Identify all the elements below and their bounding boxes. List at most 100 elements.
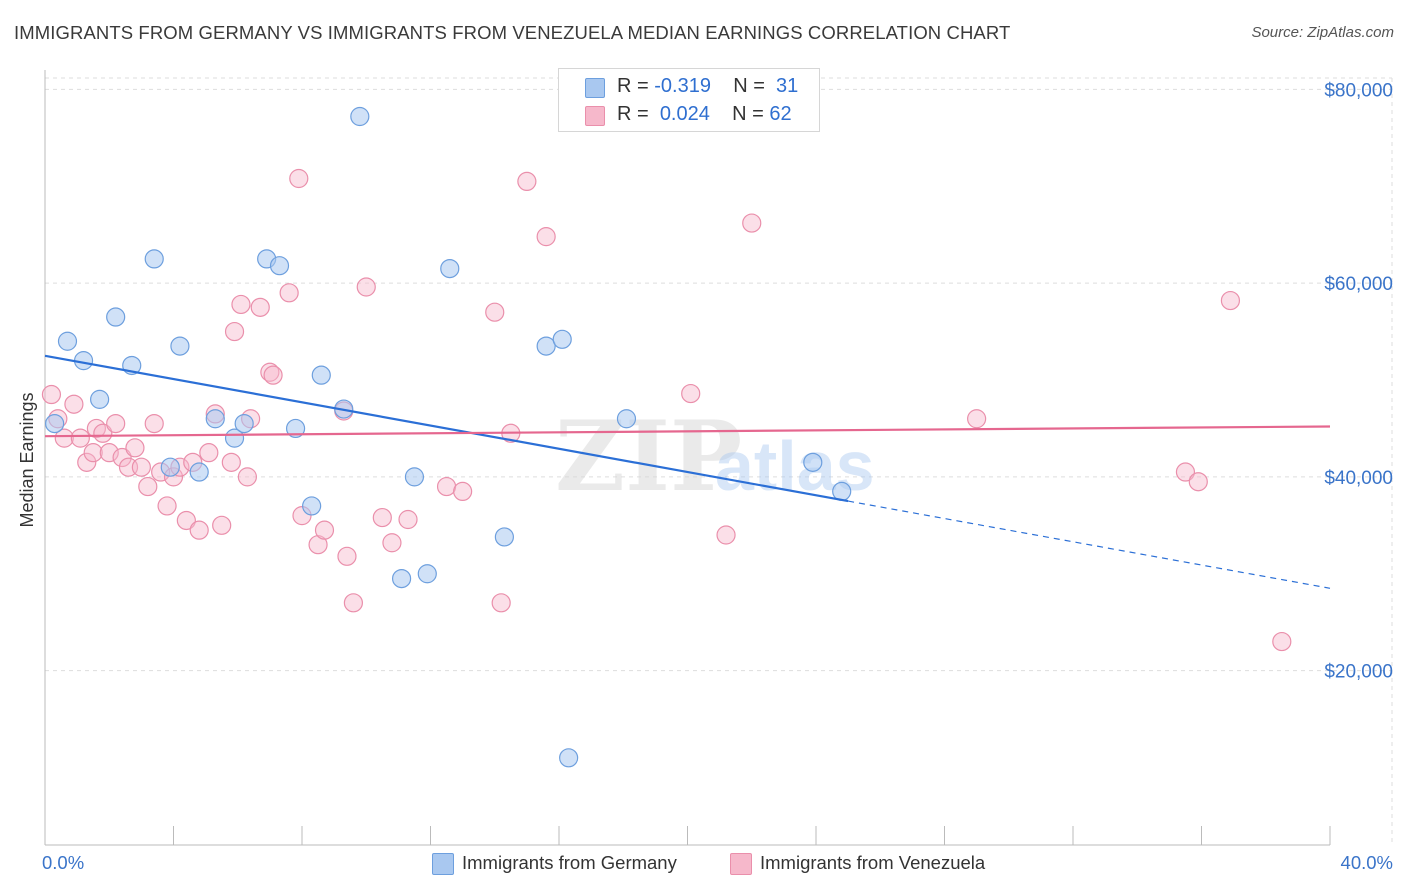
bottom-venezuela-swatch xyxy=(730,853,752,875)
germany-trend-line xyxy=(44,354,849,503)
venezuela-point xyxy=(517,171,537,192)
venezuela-point xyxy=(237,467,257,487)
venezuela-n-label: N = xyxy=(732,103,764,125)
x-tick-label: 0.0% xyxy=(42,852,84,873)
germany-point xyxy=(57,331,78,351)
germany-point xyxy=(144,249,164,269)
germany-point xyxy=(269,256,290,276)
venezuela-trend-line xyxy=(44,425,1331,438)
bottom-germany-swatch xyxy=(432,853,454,875)
germany-point xyxy=(440,258,460,279)
venezuela-point xyxy=(436,476,457,497)
germany-n-value: 31 xyxy=(776,75,799,97)
venezuela-point xyxy=(189,520,209,540)
venezuela-point xyxy=(106,413,126,434)
venezuela-point xyxy=(536,227,556,247)
germany-point xyxy=(106,307,126,327)
venezuela-point xyxy=(382,533,402,553)
venezuela-point xyxy=(70,428,90,448)
germany-point xyxy=(205,409,225,429)
venezuela-point xyxy=(41,384,62,405)
correlation-legend: R = -0.319 N = 31 R = 0.024 N = 62 xyxy=(558,68,820,132)
germany-point xyxy=(311,365,331,385)
germany-point xyxy=(391,568,412,589)
source-credit: Source: ZipAtlas.com xyxy=(1251,24,1394,41)
venezuela-point xyxy=(199,443,219,463)
germany-point xyxy=(552,329,572,349)
germany-point xyxy=(160,457,180,477)
chart-title: IMMIGRANTS FROM GERMANY VS IMMIGRANTS FR… xyxy=(14,22,1011,43)
germany-n-label: N = xyxy=(733,75,765,97)
venezuela-point xyxy=(967,409,987,429)
germany-trend-extension xyxy=(848,500,1331,589)
venezuela-point xyxy=(1175,462,1196,482)
germany-point xyxy=(417,564,437,584)
germany-point xyxy=(302,496,322,516)
venezuela-point xyxy=(485,302,505,322)
venezuela-point xyxy=(1220,290,1241,311)
germany-point xyxy=(189,462,209,482)
venezuela-point xyxy=(77,452,97,472)
y-tick-label: $80,000 xyxy=(1324,80,1393,101)
venezuela-point xyxy=(372,507,392,528)
venezuela-r-label: R = xyxy=(617,103,649,125)
venezuela-point xyxy=(260,362,280,382)
venezuela-point xyxy=(212,515,232,535)
venezuela-point xyxy=(279,283,299,303)
venezuela-point xyxy=(176,510,196,531)
venezuela-point xyxy=(93,423,113,443)
venezuela-point xyxy=(1272,631,1292,652)
y-tick-label: $20,000 xyxy=(1324,662,1393,683)
venezuela-n-value: 62 xyxy=(769,103,792,125)
venezuela-point xyxy=(64,394,84,414)
venezuela-point xyxy=(224,321,245,342)
venezuela-point xyxy=(491,593,511,613)
venezuela-point xyxy=(131,457,151,477)
venezuela-point xyxy=(138,476,158,497)
venezuela-point xyxy=(112,447,132,468)
venezuela-point xyxy=(83,443,103,463)
germany-point xyxy=(616,409,637,429)
y-axis-title: Median Earnings xyxy=(17,392,37,527)
venezuela-point xyxy=(125,438,145,458)
venezuela-point xyxy=(453,481,473,502)
venezuela-point xyxy=(54,428,74,448)
germany-point xyxy=(90,389,110,409)
venezuela-swatch xyxy=(585,106,605,126)
venezuela-point xyxy=(1188,472,1208,492)
venezuela-point xyxy=(289,168,309,189)
y-tick-label: $40,000 xyxy=(1324,468,1393,489)
germany-point xyxy=(234,413,254,434)
germany-point xyxy=(559,748,579,768)
germany-r-label: R = xyxy=(617,75,649,97)
venezuela-point xyxy=(681,383,701,404)
venezuela-point xyxy=(398,509,418,530)
venezuela-point xyxy=(742,213,762,233)
germany-r-value: -0.319 xyxy=(654,75,711,97)
venezuela-point xyxy=(356,277,376,297)
venezuela-point xyxy=(99,443,119,463)
germany-point xyxy=(170,336,190,356)
bottom-germany-label: Immigrants from Germany xyxy=(462,852,677,873)
venezuela-point xyxy=(231,294,251,315)
x-tick-label: 40.0% xyxy=(1341,852,1393,873)
germany-point xyxy=(494,527,514,547)
germany-point xyxy=(803,452,823,472)
watermark-zip: ZIP xyxy=(555,400,742,513)
bottom-venezuela-label: Immigrants from Venezuela xyxy=(760,852,986,873)
venezuela-point xyxy=(337,546,357,566)
venezuela-r-value: 0.024 xyxy=(659,103,710,125)
venezuela-point xyxy=(263,365,283,385)
germany-point xyxy=(350,106,370,127)
germany-swatch xyxy=(585,78,605,98)
y-tick-label: $60,000 xyxy=(1324,274,1393,295)
venezuela-point xyxy=(314,520,335,540)
germany-point xyxy=(536,336,556,356)
venezuela-point xyxy=(144,413,164,434)
germany-point xyxy=(404,467,425,487)
venezuela-point xyxy=(250,297,270,317)
venezuela-point xyxy=(157,496,177,516)
germany-point xyxy=(285,418,306,439)
venezuela-point xyxy=(343,593,363,613)
